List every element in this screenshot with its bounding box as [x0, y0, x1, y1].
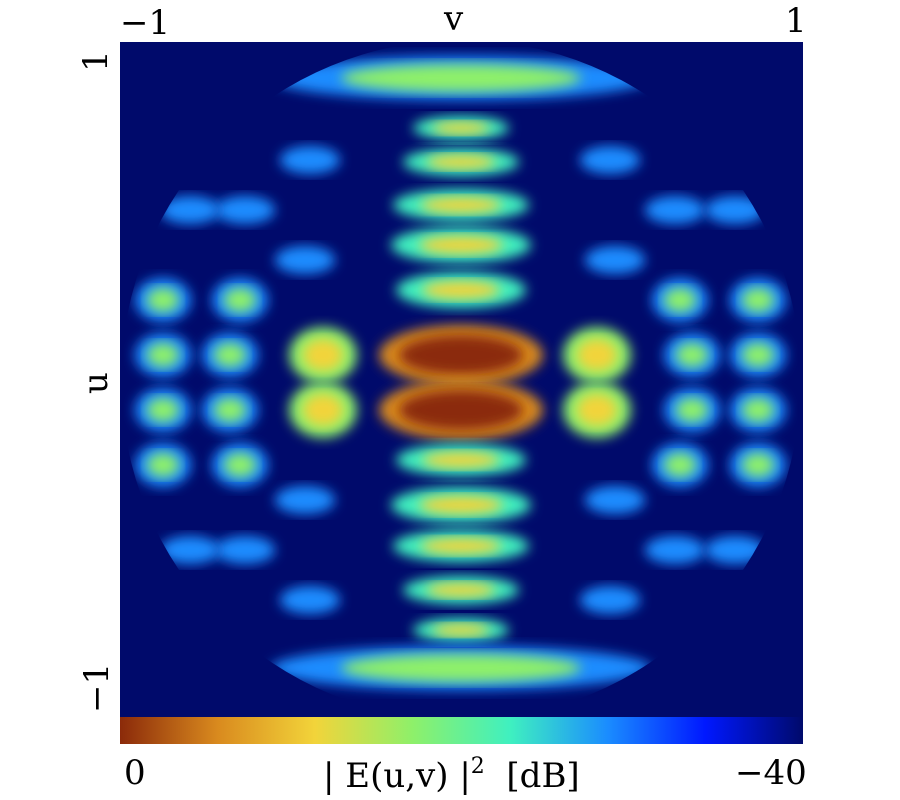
diagonal-lobe: [280, 146, 340, 174]
y-tick-top: 1: [76, 50, 116, 72]
diagonal-lobe: [160, 536, 220, 564]
sidelobe-vertical-core: [426, 583, 496, 597]
diagonal-lobe: [215, 196, 275, 224]
sidelobe-vertical-core: [420, 538, 502, 554]
y-tick-bottom: −1: [77, 662, 117, 713]
sidelobe-side-core: [303, 394, 343, 426]
outer-lobe-core: [742, 343, 774, 367]
sidelobe-side-core: [577, 394, 617, 426]
sidelobe-vertical-core: [432, 624, 490, 636]
sidelobe-vertical-core: [419, 236, 503, 254]
sidelobe-side-core: [303, 339, 343, 371]
outer-lobe-core: [147, 288, 179, 312]
heatmap-lobes: [135, 56, 786, 690]
outer-lobe-core: [224, 453, 256, 477]
diagonal-lobe: [275, 246, 335, 274]
outer-lobe-core: [147, 398, 179, 422]
colorbar-min-label: 0: [124, 753, 146, 793]
sidelobe-side-core: [577, 339, 617, 371]
colorbar-title-unit: [dB]: [506, 756, 580, 796]
outer-lobe-core: [214, 398, 246, 422]
outer-lobe-core: [664, 453, 696, 477]
diagonal-lobe: [585, 486, 645, 514]
x-tick-right: 1: [785, 1, 807, 41]
x-tick-left: −1: [120, 3, 171, 43]
sidelobe-vertical-core: [426, 155, 496, 169]
x-axis-label: v: [444, 0, 464, 39]
outer-lobe-core: [742, 453, 774, 477]
diagonal-lobe: [705, 536, 765, 564]
colorbar: [120, 717, 803, 744]
diagonal-lobe: [645, 536, 705, 564]
sidelobe-vertical-core: [419, 496, 503, 514]
diagonal-lobe: [580, 146, 640, 174]
main-lobe: [399, 390, 523, 430]
outer-lobe-core: [224, 288, 256, 312]
sidelobe-vertical-core: [420, 197, 502, 213]
main-lobe: [399, 335, 523, 375]
sidelobe-vertical-core: [422, 452, 500, 468]
diagonal-lobe: [160, 196, 220, 224]
outer-lobe-core: [214, 343, 246, 367]
diagonal-lobe: [645, 196, 705, 224]
diagonal-lobe: [580, 586, 640, 614]
diagonal-lobe: [280, 586, 340, 614]
sidelobe-vertical-core: [432, 122, 490, 134]
diagonal-lobe: [585, 246, 645, 274]
outer-lobe-core: [742, 288, 774, 312]
outer-lobe-core: [147, 453, 179, 477]
diagonal-lobe: [215, 536, 275, 564]
outer-lobe-core: [676, 398, 708, 422]
colorbar-title: | E(u,v) |2 [dB]: [323, 754, 580, 796]
outer-lobe-core: [742, 398, 774, 422]
outer-lobe-core: [676, 343, 708, 367]
y-axis-label: u: [76, 372, 116, 394]
colorbar-max-label: −40: [735, 753, 807, 793]
diagonal-lobe: [705, 196, 765, 224]
bottom-arc-core: [341, 654, 581, 682]
diagonal-lobe: [275, 486, 335, 514]
sidelobe-vertical-core: [422, 281, 500, 299]
outer-lobe-core: [147, 343, 179, 367]
top-arc-core: [341, 64, 581, 92]
outer-lobe-core: [664, 288, 696, 312]
colorbar-title-main: | E(u,v) |: [323, 756, 471, 796]
colorbar-title-sup: 2: [470, 754, 485, 779]
